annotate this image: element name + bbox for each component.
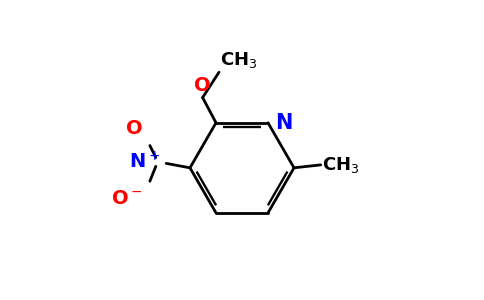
Text: N: N: [275, 113, 293, 133]
Text: CH$_3$: CH$_3$: [220, 50, 258, 70]
Text: CH$_3$: CH$_3$: [322, 155, 360, 175]
Text: O$^-$: O$^-$: [111, 189, 142, 208]
Text: O: O: [194, 76, 211, 95]
Text: N$^+$: N$^+$: [129, 151, 160, 172]
Text: O: O: [126, 119, 142, 138]
